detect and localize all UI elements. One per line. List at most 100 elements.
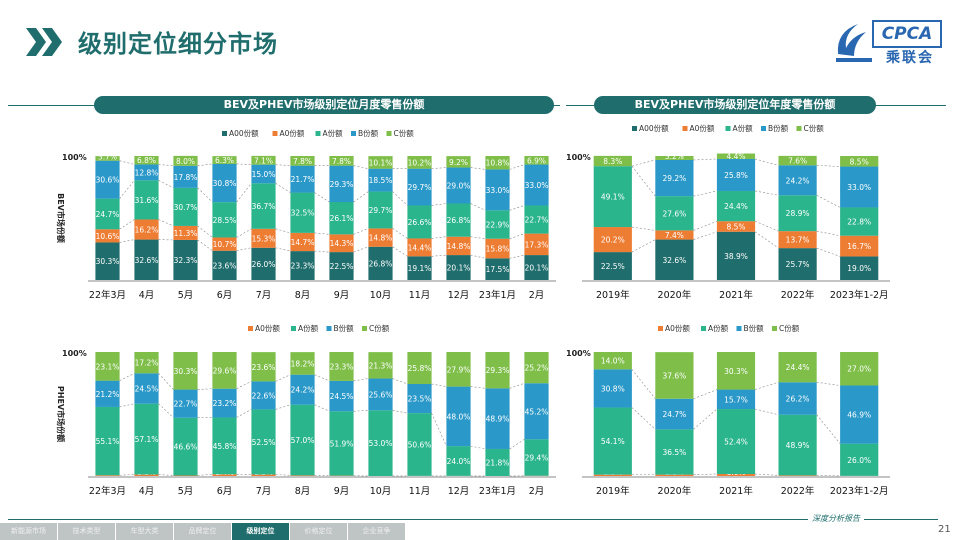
data-label: 54.1%	[601, 437, 625, 446]
data-label: 24.5%	[330, 392, 354, 401]
connector-line	[631, 226, 656, 231]
connector-line	[755, 190, 779, 196]
data-label: 8.5%	[850, 157, 869, 166]
bar-A0	[485, 238, 510, 259]
bar-B	[485, 388, 510, 449]
bar-A	[329, 411, 354, 476]
connector-line	[631, 159, 656, 167]
bar-B	[95, 160, 120, 199]
bar-C	[368, 352, 393, 379]
bar-A0	[716, 221, 756, 232]
bar-A	[407, 413, 432, 476]
bar-A0	[329, 234, 354, 253]
bar-A0	[407, 238, 432, 257]
data-label: 26.8%	[369, 259, 393, 268]
data-label: 26.0%	[252, 260, 276, 269]
data-label: 37.6%	[662, 371, 686, 380]
connector-line	[816, 414, 841, 444]
data-label: 8.0%	[176, 157, 195, 166]
legend-swatch-A0	[272, 131, 278, 136]
connector-line	[509, 164, 525, 170]
bar-A	[290, 404, 315, 476]
x-tick-label: 2023年1-2月	[830, 289, 889, 301]
tab-nev-market[interactable]: 新能源市场	[0, 523, 57, 540]
data-label: 20.1%	[447, 264, 471, 273]
data-label: 25.8%	[724, 171, 748, 180]
data-label: 22.5%	[601, 262, 625, 271]
legend-label-C: C份额	[394, 128, 415, 138]
bar-C	[134, 156, 159, 165]
data-label: 8.5%	[726, 222, 745, 231]
data-label: 51.9%	[330, 439, 354, 448]
bar-C	[95, 352, 120, 381]
connector-line	[693, 408, 718, 430]
bar-A	[485, 210, 510, 239]
bar-C	[329, 156, 354, 166]
connector-line	[158, 373, 174, 390]
x-tick-label: 22年3月	[89, 289, 126, 301]
bar-A	[251, 409, 276, 475]
legend-swatch-A0	[658, 326, 663, 331]
legend-swatch-B	[761, 126, 766, 131]
tab-price-position[interactable]: 价格定位	[290, 523, 347, 540]
bar-A	[134, 403, 159, 475]
data-label: 20.1%	[525, 264, 549, 273]
legend-swatch-A	[701, 326, 706, 331]
data-label: 7.1%	[254, 156, 273, 165]
phev-month-ytick: 100%	[62, 349, 87, 358]
bar-C	[778, 352, 817, 383]
bar-C	[251, 155, 276, 165]
data-label: 29.3%	[330, 180, 354, 189]
legend-label-A0: A0份额	[280, 128, 305, 138]
chevron-double-icon	[26, 28, 62, 56]
data-label: 27.9%	[447, 365, 471, 374]
x-tick-label: 2020年	[658, 485, 692, 497]
data-label: 22.5%	[330, 262, 354, 271]
bar-A	[290, 192, 315, 233]
connector-line	[631, 239, 656, 253]
data-label: 29.7%	[369, 206, 393, 215]
legend-swatch-A0	[248, 326, 253, 331]
tab-class-position[interactable]: 级别定位	[232, 523, 289, 540]
connector-line	[314, 404, 330, 412]
connector-line	[236, 163, 252, 165]
legend-label-A0: A0份额	[665, 323, 690, 333]
bar-A	[778, 195, 817, 232]
data-label: 8.3%	[603, 157, 622, 166]
bar-A	[655, 196, 694, 231]
x-tick-label: 2019年	[596, 289, 630, 301]
data-label: 32.5%	[291, 209, 315, 218]
bar-C	[524, 156, 549, 165]
connector-line	[236, 381, 252, 389]
data-label: 21.3%	[369, 361, 393, 370]
connector-line	[631, 407, 656, 430]
connector-line	[119, 219, 135, 230]
bar-A0	[173, 225, 198, 240]
legend-label-C: C份额	[369, 323, 390, 333]
data-label: 22.9%	[486, 221, 510, 230]
tab-tech-type[interactable]: 技术类型	[58, 523, 115, 540]
tab-vehicle-type[interactable]: 车型大类	[116, 523, 173, 540]
connector-line	[119, 160, 135, 165]
connector-line	[119, 474, 135, 476]
data-label: 9.2%	[449, 158, 468, 167]
connector-line	[158, 403, 174, 418]
data-label: 48.9%	[486, 415, 510, 424]
bev-month-ytick: 100%	[62, 153, 87, 162]
connector-line	[158, 219, 174, 227]
data-label: 23.2%	[213, 399, 237, 408]
data-label: 14.0%	[601, 357, 625, 366]
tab-brand-position[interactable]: 品牌定位	[174, 523, 231, 540]
bar-A	[524, 205, 549, 234]
bar-A	[446, 446, 471, 476]
bar-A00	[212, 250, 237, 280]
tab-enterprise[interactable]: 企业竞争	[348, 523, 405, 540]
data-label: 22.7%	[525, 216, 549, 225]
data-label: 46.6%	[174, 443, 198, 452]
x-tick-label: 4月	[139, 290, 155, 301]
data-label: 25.6%	[369, 390, 393, 399]
data-label: 23.3%	[291, 262, 315, 271]
connector-line	[431, 236, 447, 239]
footer-slogan: 深度分析报告	[808, 513, 864, 524]
bar-A0	[524, 233, 549, 256]
